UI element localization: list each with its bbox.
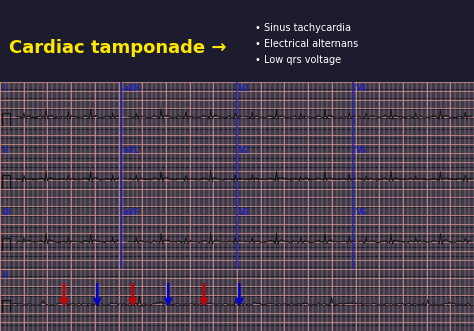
Text: I: I bbox=[2, 84, 5, 93]
Text: • Sinus tachycardia
• Electrical alternans
• Low qrs voltage: • Sinus tachycardia • Electrical alterna… bbox=[255, 23, 359, 65]
Text: V2: V2 bbox=[239, 146, 250, 155]
Text: Cardiac tamponade →: Cardiac tamponade → bbox=[9, 39, 227, 57]
Text: V3: V3 bbox=[239, 208, 250, 217]
Text: aVR: aVR bbox=[123, 84, 140, 93]
Text: V6: V6 bbox=[356, 208, 366, 217]
Text: aVF: aVF bbox=[123, 208, 140, 217]
Text: V5: V5 bbox=[356, 146, 366, 155]
Text: aVL: aVL bbox=[123, 146, 139, 155]
Text: V4: V4 bbox=[356, 84, 366, 93]
Text: II: II bbox=[2, 146, 8, 155]
Text: III: III bbox=[2, 208, 11, 217]
Text: II: II bbox=[2, 270, 8, 280]
Text: V1: V1 bbox=[239, 84, 250, 93]
